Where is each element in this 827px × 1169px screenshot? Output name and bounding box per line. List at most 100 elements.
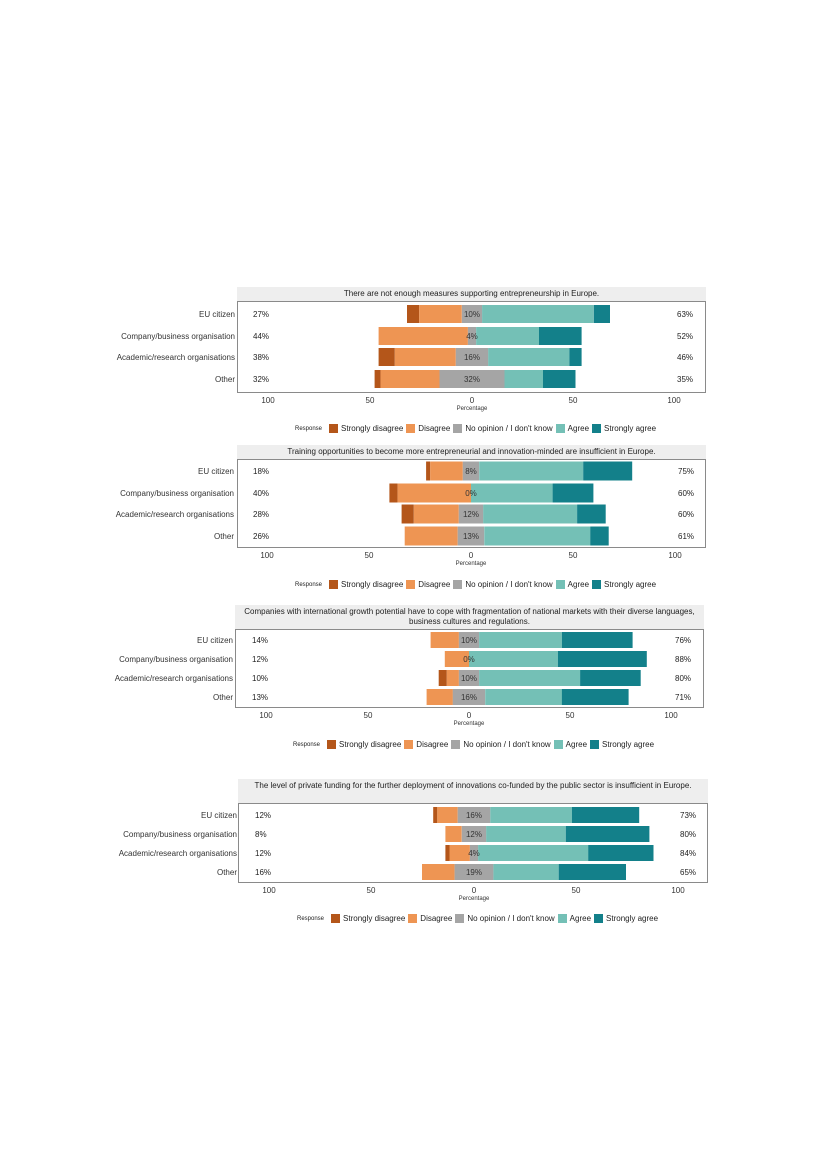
legend-label: Agree (567, 424, 590, 433)
neutral-percent-label: 4% (466, 332, 478, 341)
legend-swatch-agree (553, 740, 563, 749)
chart-2-x-tick: 50 (568, 551, 578, 560)
bar-segment-disagree (394, 348, 456, 366)
chart-3-right-label: 80% (675, 674, 692, 683)
bar-segment-disagree (444, 651, 469, 667)
bar-segment-neutral (467, 327, 476, 345)
bar-segment-strongly-agree (561, 632, 633, 648)
legend-swatch-strongly-disagree (329, 424, 339, 433)
bar-segment-strongly-agree (539, 327, 582, 345)
chart-1-left-label: 38% (253, 353, 270, 362)
neutral-percent-label: 16% (466, 811, 482, 820)
bar-segment-strongly-agree (569, 348, 582, 366)
legend-swatch-neutral (451, 740, 461, 749)
chart-3-x-tick: 50 (565, 711, 575, 720)
chart-1-left-label: 32% (253, 375, 270, 384)
chart-3-legend: Response Strongly disagree Disagree No o… (293, 740, 654, 749)
chart-2-category-label: EU citizen (197, 467, 234, 476)
chart-2-category-label: Other (213, 532, 234, 541)
chart-4-x-tick: 100 (671, 886, 685, 895)
legend-label: No opinion / I don't know (465, 424, 553, 433)
chart-1-x-tick: 50 (568, 396, 578, 405)
bar-segment-agree (504, 370, 544, 388)
chart-3-left-label: 14% (252, 636, 269, 645)
bar-segment-strongly-agree (557, 651, 647, 667)
legend-swatch-strongly-agree (594, 914, 604, 923)
chart-1-category-label: Company/business organisation (121, 332, 235, 341)
legend-label: Strongly agree (606, 914, 659, 923)
bar-segment-neutral (452, 689, 486, 705)
neutral-percent-label: 10% (461, 636, 477, 645)
bar-segment-neutral (461, 826, 487, 842)
bar-segment-strongly-agree (571, 807, 640, 823)
chart-3-category-label: Other (212, 693, 233, 702)
chart-1-right-label: 52% (677, 332, 694, 341)
bar-segment-neutral (439, 370, 505, 388)
neutral-percent-label: 10% (464, 310, 480, 319)
chart-4-category-label: Company/business organisation (123, 830, 237, 839)
neutral-percent-label: 16% (461, 693, 477, 702)
legend-swatch-disagree (406, 580, 416, 589)
chart-3-x-tick: 100 (664, 711, 678, 720)
bar-segment-disagree (449, 845, 470, 861)
bar-segment-neutral (458, 504, 484, 524)
bar-segment-strongly-disagree (401, 504, 414, 524)
bar-segment-strongly-agree (580, 670, 641, 686)
legend-label: Agree (567, 580, 590, 589)
chart-2-x-tick: 0 (468, 551, 474, 560)
legend-label: No opinion / I don't know (467, 914, 555, 923)
bar-segment-disagree (397, 483, 471, 503)
chart-2-x-tick: 100 (668, 551, 682, 560)
chart-1-x-tick: 50 (365, 396, 375, 405)
chart-4-right-label: 84% (680, 849, 697, 858)
chart-4-left-label: 12% (255, 811, 272, 820)
legend-title: Response (297, 915, 325, 922)
chart-3-x-tick: 0 (466, 711, 472, 720)
chart-3-left-label: 12% (252, 655, 269, 664)
chart-4-legend: Response Strongly disagree Disagree No o… (297, 914, 658, 923)
legend-title: Response (295, 581, 323, 588)
bar-segment-strongly-disagree (426, 461, 431, 481)
bar-segment-disagree (445, 826, 462, 842)
bar-segment-disagree (378, 327, 468, 345)
bar-segment-agree (469, 651, 558, 667)
chart-2-right-label: 75% (678, 467, 695, 476)
bar-segment-disagree (430, 632, 459, 648)
chart-3-x-tick: 100 (259, 711, 273, 720)
bar-segment-agree (488, 348, 570, 366)
chart-2-left-label: 40% (253, 489, 270, 498)
chart-2-right-label: 61% (678, 532, 695, 541)
chart-1-x-tick: 100 (261, 396, 275, 405)
legend-swatch-strongly-disagree (331, 914, 341, 923)
chart-4-left-label: 16% (255, 868, 272, 877)
chart-2-title: Training opportunities to become more en… (237, 445, 706, 459)
bar-segment-agree (493, 864, 559, 880)
bar-segment-disagree (413, 504, 459, 524)
neutral-percent-label: 0% (465, 489, 477, 498)
chart-1-x-tick: 0 (469, 396, 475, 405)
bar-segment-strongly-agree (590, 526, 609, 546)
legend-swatch-disagree (404, 740, 414, 749)
chart-2-category-label: Company/business organisation (120, 489, 234, 498)
neutral-percent-label: 13% (463, 532, 479, 541)
chart-3-left-label: 13% (252, 693, 269, 702)
bar-segment-neutral (461, 305, 483, 323)
chart-4-left-label: 8% (255, 830, 267, 839)
bar-segment-neutral (458, 670, 480, 686)
neutral-percent-label: 4% (468, 849, 480, 858)
legend-swatch-strongly-disagree (327, 740, 337, 749)
neutral-percent-label: 0% (463, 655, 475, 664)
chart-1-left-label: 27% (253, 310, 270, 319)
bar-segment-strongly-agree (558, 864, 626, 880)
chart-1-x-tick: 100 (667, 396, 681, 405)
chart-2-x-axis-title: Percentage (455, 561, 487, 567)
legend-label: Strongly agree (604, 424, 657, 433)
neutral-percent-label: 12% (466, 830, 482, 839)
bar-segment-neutral (462, 461, 480, 481)
bar-segment-agree (485, 689, 562, 705)
bar-segment-strongly-disagree (445, 845, 450, 861)
bar-segment-agree (490, 807, 572, 823)
